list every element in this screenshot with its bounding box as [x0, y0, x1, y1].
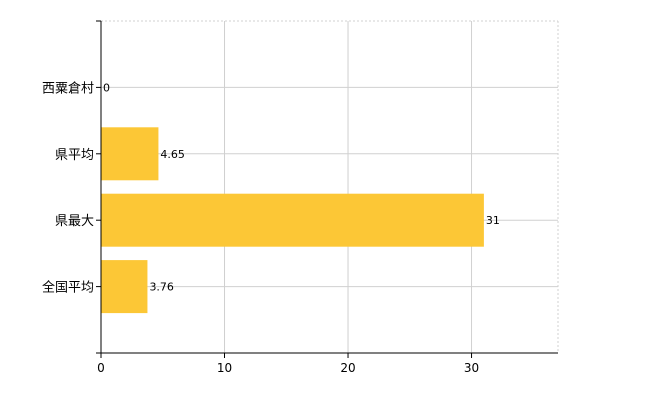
- category-label: 県最大: [55, 214, 94, 229]
- category-label: 全国平均: [42, 280, 94, 296]
- grid-lines: [101, 20, 559, 353]
- x-tick-label: 10: [217, 361, 232, 375]
- data-label: 4.65: [160, 148, 185, 161]
- data-label: 0: [103, 81, 110, 94]
- axes: [96, 20, 558, 358]
- labels: 0 西粟倉村 4.65 県平均 31 県最大 3.76 全国平均 0 10 20 30: [42, 81, 500, 375]
- data-label: 31: [486, 214, 500, 227]
- data-label: 3.76: [149, 281, 174, 294]
- bars: [101, 127, 484, 314]
- x-tick-label: 0: [97, 361, 105, 375]
- bar: [101, 193, 484, 247]
- category-label: 西粟倉村: [42, 81, 94, 96]
- x-tick-label: 30: [464, 361, 479, 375]
- bar: [101, 127, 159, 181]
- bar: [101, 260, 148, 314]
- x-tick-label: 20: [340, 361, 355, 375]
- category-label: 県平均: [55, 148, 94, 163]
